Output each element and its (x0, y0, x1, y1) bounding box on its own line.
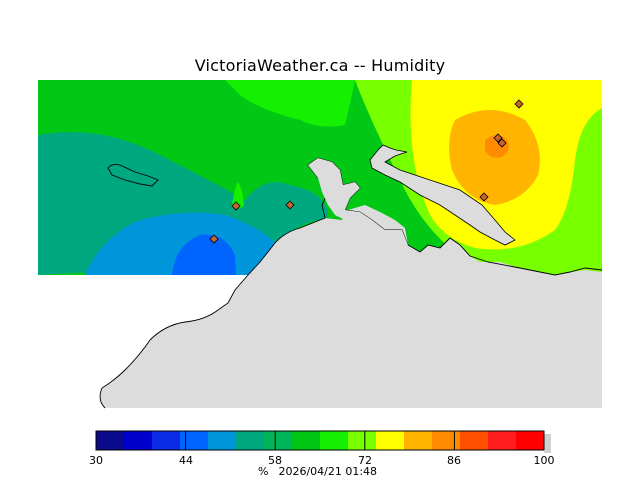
colorbar-swatch (320, 431, 349, 450)
colorbar-swatch (124, 431, 153, 450)
station-marker[interactable] (479, 192, 489, 202)
colorbar-swatch (96, 431, 125, 450)
light-green-zone (225, 80, 355, 127)
colorbar-tick-label: 100 (533, 454, 555, 467)
colorbar (95, 430, 551, 453)
colorbar-swatch (208, 431, 237, 450)
station-marker[interactable] (231, 201, 241, 211)
colorbar-swatch (348, 431, 377, 450)
colorbar-shadow (544, 434, 551, 453)
station-marker[interactable] (209, 234, 219, 244)
station-marker[interactable] (497, 138, 507, 148)
colorbar-swatch (516, 431, 545, 450)
colorbar-tick-label: 58 (268, 454, 282, 467)
station-marker[interactable] (514, 99, 524, 109)
station-marker[interactable] (493, 133, 503, 143)
colorbar-swatch (180, 431, 209, 450)
unit-label: % (258, 465, 269, 478)
station-markers (209, 99, 524, 244)
colorbar-swatch (432, 431, 461, 450)
dark-blue-zone (172, 234, 236, 275)
peninsula-land (369, 144, 516, 246)
station-marker[interactable] (285, 200, 295, 210)
land-inlet (308, 158, 408, 245)
land-mass (100, 205, 603, 408)
timestamp-label: 2026/04/21 01:48 (278, 465, 378, 478)
colorbar-tick-label: 30 (89, 454, 103, 467)
colorbar-swatch (264, 431, 293, 450)
colorbar-swatch (460, 431, 489, 450)
island (107, 163, 159, 187)
colorbar-swatch (236, 431, 265, 450)
page-title: VictoriaWeather.ca -- Humidity (194, 56, 446, 75)
light-green-spot (232, 182, 244, 209)
colorbar-tick-label: 72 (358, 454, 372, 467)
colorbar-footer: % 2026/04/21 01:48 (258, 465, 377, 478)
colorbar-swatch (152, 431, 181, 450)
colorbar-swatch (488, 431, 517, 450)
colorbar-swatch (292, 431, 321, 450)
colorbar-swatch (404, 431, 433, 450)
colorbar-tick-label: 44 (179, 454, 193, 467)
colorbar-tick-label: 86 (447, 454, 461, 467)
colorbar-swatch (376, 431, 405, 450)
